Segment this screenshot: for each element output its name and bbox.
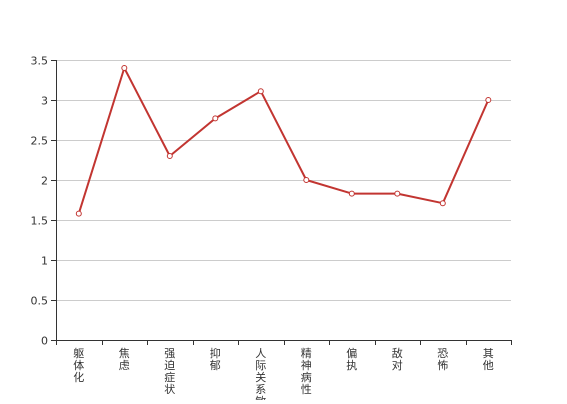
x-tick-label: 抑郁 — [210, 346, 221, 372]
x-tick-label: 焦虑 — [119, 347, 130, 372]
data-point — [75, 210, 82, 217]
x-tick-label: 精神病性 — [301, 347, 312, 396]
x-tick-label: 其他 — [483, 347, 494, 372]
data-point — [166, 153, 173, 159]
y-tick-label: 2 — [41, 175, 48, 188]
x-tick-label: 躯体化 — [73, 347, 84, 384]
data-point — [121, 65, 128, 71]
data-point — [303, 177, 310, 183]
data-point — [257, 88, 264, 95]
x-tick-label: 偏执 — [346, 346, 357, 372]
x-tick-label: 强迫症状 — [164, 347, 175, 396]
data-point — [394, 190, 401, 197]
axes — [51, 60, 512, 345]
data-point — [485, 97, 492, 103]
series — [75, 65, 492, 217]
data-point — [439, 200, 446, 207]
y-tick-label: 0.5 — [31, 295, 49, 308]
y-tick-label: 3.5 — [31, 55, 49, 68]
y-tick-label: 0 — [41, 335, 48, 348]
data-point — [212, 115, 219, 122]
gridlines — [56, 60, 511, 301]
y-tick-labels: 0 0.5 1 1.5 2 2.5 3 3.5 — [31, 55, 49, 348]
y-tick-label: 1.5 — [31, 215, 49, 228]
y-tick-label: 1 — [41, 255, 48, 268]
x-tick-label: 敌对 — [392, 346, 403, 372]
y-tick-label: 3 — [41, 95, 48, 108]
y-tick-label: 2.5 — [31, 135, 49, 148]
data-point — [348, 190, 355, 197]
series-line — [77, 67, 490, 214]
x-tick-label: 恐怖 — [437, 347, 448, 372]
x-tick-label: 人际关系敏感 — [255, 347, 266, 400]
x-tick-labels: 躯体化 焦虑 强迫症状 抑郁 人际关系敏感 精神病性 偏执 敌对 恐怖 其他 — [73, 346, 494, 404]
